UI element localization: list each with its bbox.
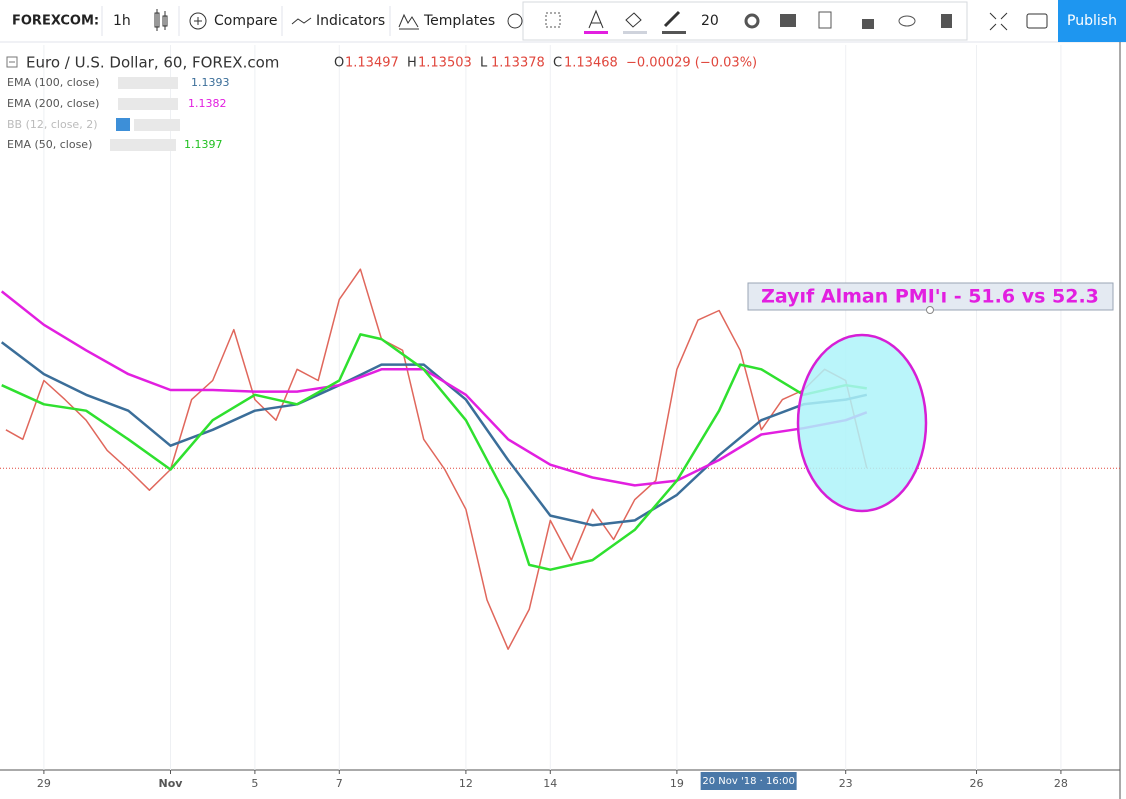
indicator-buttons[interactable] [110, 139, 176, 151]
chart-style-icon[interactable] [154, 9, 168, 31]
x-tick-label: 19 [670, 777, 684, 790]
indicators-icon[interactable] [291, 17, 312, 25]
snapshot-icon[interactable] [1026, 13, 1048, 29]
indicator-value: 1.1397 [184, 138, 223, 151]
x-tick-label: 7 [336, 777, 343, 790]
indicator-buttons[interactable] [118, 77, 178, 89]
ohlc-value: 1.13378 [491, 56, 545, 71]
indicator-buttons[interactable] [118, 98, 178, 110]
font-size[interactable]: 20 [701, 13, 719, 29]
lock-icon[interactable] [862, 19, 874, 29]
x-tick-label: 23 [839, 777, 853, 790]
settings-icon[interactable] [744, 13, 760, 29]
x-tick-label: 12 [459, 777, 473, 790]
indicator-value: 1.1382 [188, 97, 227, 110]
ohlc-label: O [334, 56, 344, 71]
grid [43, 45, 1062, 770]
indicator-label: EMA (200, close) [7, 97, 99, 110]
highlight-ellipse [796, 333, 928, 513]
x-tick-label: 14 [543, 777, 557, 790]
indicator-label: EMA (50, close) [7, 138, 92, 151]
price-line [5, 268, 868, 650]
ohlc-values: O 1.13497 H 1.13503 L 1.13378 C 1.13468 [334, 56, 618, 71]
ema-line [1, 333, 867, 571]
fill-swatch [623, 31, 647, 34]
symbol-title: Euro / U.S. Dollar, 60, FOREX.com [26, 54, 279, 72]
ema-line [0, 290, 868, 487]
select-icon[interactable] [545, 12, 561, 28]
plot [0, 268, 1120, 650]
fullscreen-icon[interactable] [989, 12, 1008, 31]
interval[interactable]: 1h [113, 13, 131, 29]
line-icon[interactable] [663, 10, 681, 28]
x-tick-label: Nov [159, 777, 184, 790]
ohlc-value: 1.13468 [564, 56, 618, 71]
compare-icon[interactable] [189, 12, 207, 30]
annotation-box[interactable] [747, 282, 1114, 311]
publish-label: Publish [1067, 13, 1117, 29]
delete-icon[interactable] [941, 14, 952, 28]
ohlc-label: L [480, 56, 488, 71]
compare-button[interactable]: Compare [214, 13, 278, 29]
order-icon[interactable] [780, 14, 796, 27]
visibility-icon[interactable] [898, 15, 916, 27]
clone-icon[interactable] [818, 11, 832, 29]
ohlc-label: H [407, 56, 417, 71]
indicator-label: EMA (100, close) [7, 76, 99, 89]
collapse-toggle[interactable] [6, 56, 18, 68]
text-color-icon[interactable] [588, 9, 604, 29]
annotation-anchor[interactable] [926, 306, 934, 314]
x-tick-label: 5 [251, 777, 258, 790]
indicator-value: 1.1393 [191, 76, 230, 89]
indicator-buttons[interactable] [116, 118, 180, 131]
annotation-text: Zayıf Alman PMI'ı - 51.6 vs 52.3 [761, 286, 1099, 308]
templates-button[interactable]: Templates [423, 13, 495, 29]
fill-icon[interactable] [625, 12, 642, 28]
price-change: −0.00029 (−0.03%) [626, 56, 757, 71]
templates-icon[interactable] [398, 13, 419, 30]
ohlc-value: 1.13503 [418, 56, 472, 71]
ohlc-value: 1.13497 [345, 56, 399, 71]
symbol[interactable]: FOREXCOM: [12, 14, 99, 29]
ohlc-label: C [553, 56, 562, 71]
x-tick-label: 28 [1054, 777, 1068, 790]
crosshair-label: 20 Nov '18 · 16:00 [702, 776, 794, 787]
indicator-label-hidden: BB (12, close, 2) [7, 118, 98, 131]
x-tick-label: 26 [970, 777, 984, 790]
crosshair-label-box [700, 772, 797, 790]
compare-icon-plus [194, 17, 202, 25]
text-color-swatch [584, 31, 608, 34]
line-swatch [662, 31, 686, 34]
x-tick-label: 29 [37, 777, 51, 790]
publish-button[interactable] [1058, 0, 1126, 42]
x-axis-labels: 29 Nov 5 7 12 14 19 23 26 28 20 Nov '18 · 16:00 [37, 770, 1068, 790]
indicators-button[interactable]: Indicators [316, 13, 385, 29]
alert-icon[interactable] [507, 13, 523, 29]
